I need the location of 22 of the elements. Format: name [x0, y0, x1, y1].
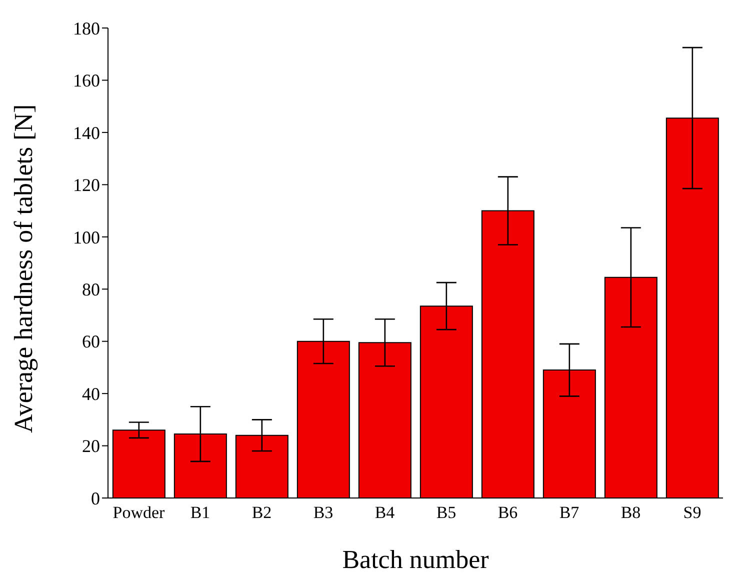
y-tick-label: 0 [91, 488, 100, 508]
x-tick-label: B2 [252, 503, 272, 522]
x-axis-title: Batch number [342, 545, 490, 574]
x-tick-label: S9 [683, 503, 702, 522]
x-tick-label: B1 [190, 503, 210, 522]
y-tick-label: 120 [73, 175, 100, 196]
y-tick-label: 140 [73, 122, 100, 143]
y-tick-label: 180 [73, 18, 100, 38]
x-tick-label: B6 [498, 503, 518, 522]
x-tick-label: B7 [559, 503, 580, 522]
x-tick-label: B4 [374, 503, 396, 522]
y-tick-label: 20 [82, 436, 100, 456]
y-axis-title: Average hardness of tablets [N] [9, 104, 38, 433]
y-tick-label: 40 [82, 384, 100, 404]
y-tick-label: 100 [73, 227, 100, 248]
x-tick-label: B5 [436, 503, 456, 522]
y-tick-label: 80 [82, 280, 100, 300]
y-tick-label: 160 [73, 70, 100, 91]
x-tick-label: Powder [112, 503, 166, 522]
x-tick-label: B8 [620, 503, 641, 522]
y-tick-label: 60 [82, 332, 100, 352]
x-tick-label: B3 [313, 503, 334, 522]
